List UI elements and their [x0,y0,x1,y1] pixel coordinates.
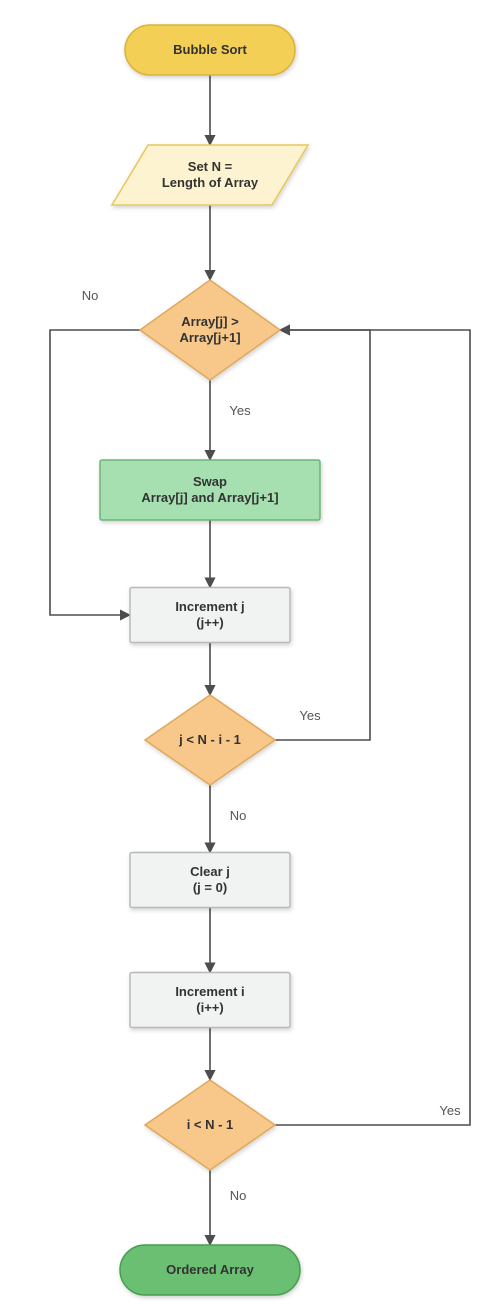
node-end-line-0: Ordered Array [166,1262,254,1277]
node-cmp-line-0: Array[j] > [181,314,239,329]
node-icond: i < N - 1 [145,1080,275,1170]
node-setn-line-0: Set N = [188,159,233,174]
node-cmp: Array[j] >Array[j+1] [140,280,280,380]
node-clearj: Clear j(j = 0) [130,853,290,908]
edge-label: No [230,1188,247,1203]
node-clearj-line-1: (j = 0) [193,880,227,895]
edge-label: No [82,288,99,303]
node-inci-line-1: (i++) [196,1000,223,1015]
node-end: Ordered Array [120,1245,300,1295]
bubble-sort-flowchart: Yes No No No Yes Yes Bubble Sort Set N =Length … [0,0,502,1316]
node-icond-line-0: i < N - 1 [187,1117,234,1132]
node-swap-line-1: Array[j] and Array[j+1] [141,490,278,505]
node-incj-line-1: (j++) [196,615,223,630]
node-start-line-0: Bubble Sort [173,42,247,57]
edge-label: No [230,808,247,823]
node-incj-line-0: Increment j [175,599,244,614]
node-swap-line-0: Swap [193,474,227,489]
node-setn-line-1: Length of Array [162,175,259,190]
node-inci-line-0: Increment i [175,984,244,999]
node-incj: Increment j(j++) [130,588,290,643]
edge [275,330,470,1125]
node-clearj-line-0: Clear j [190,864,230,879]
node-cmp-line-1: Array[j+1] [179,330,240,345]
edge-label: Yes [439,1103,461,1118]
node-inci: Increment i(i++) [130,973,290,1028]
edge-label: Yes [299,708,321,723]
edge-label: Yes [229,403,251,418]
node-swap: SwapArray[j] and Array[j+1] [100,460,320,520]
node-start: Bubble Sort [125,25,295,75]
node-jcond: j < N - i - 1 [145,695,275,785]
node-jcond-line-0: j < N - i - 1 [178,732,241,747]
node-setn: Set N =Length of Array [112,145,308,205]
edge [275,330,370,740]
